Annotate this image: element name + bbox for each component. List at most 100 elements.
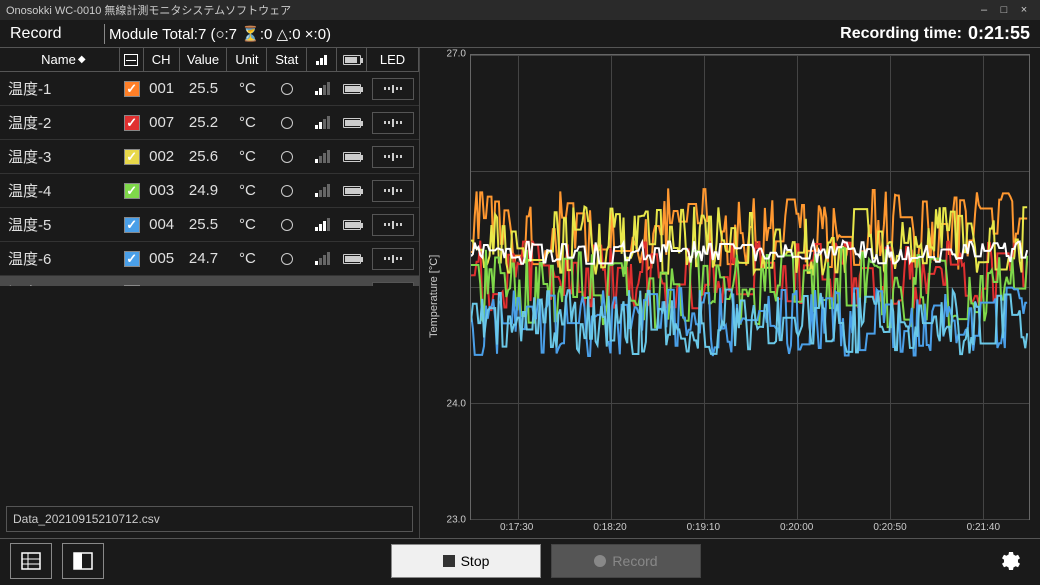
titlebar: Onosokki WC-0010 無線計測モニタシステムソフトウェア – □ ×: [0, 0, 1040, 20]
col-value[interactable]: Value: [180, 48, 228, 71]
waveform-icon: [124, 54, 138, 66]
maximize-button[interactable]: □: [994, 4, 1014, 16]
window-title: Onosokki WC-0010 無線計測モニタシステムソフトウェア: [6, 2, 974, 18]
minimize-button[interactable]: –: [974, 4, 994, 16]
row-ch: 007: [144, 106, 180, 139]
filename: Data_20210915210712.csv: [13, 512, 160, 526]
layout-split-button[interactable]: [62, 543, 104, 579]
recording-time-label: Recording time:: [840, 25, 962, 43]
bottom-toolbar: Stop Record: [0, 538, 1040, 582]
row-value: 24.7: [180, 242, 228, 275]
row-checkbox[interactable]: ✓: [120, 242, 144, 275]
chart-plot[interactable]: 23.024.027.0: [470, 54, 1030, 520]
row-checkbox[interactable]: ✓: [120, 276, 144, 286]
row-checkbox[interactable]: ✓: [120, 208, 144, 241]
table-header: Name◆ CH Value Unit Stat LED: [0, 48, 419, 72]
row-signal: [307, 106, 337, 139]
row-checkbox[interactable]: ✓: [120, 140, 144, 173]
table-body: 温度-1✓00125.5°C温度-2✓00725.2°C温度-3✓00225.6…: [0, 72, 419, 286]
row-stat: [267, 174, 307, 207]
row-value: 25.6: [180, 140, 228, 173]
row-name: 温度-4: [0, 174, 120, 207]
row-battery: [337, 106, 367, 139]
settings-button[interactable]: [988, 543, 1030, 579]
row-value: 24.9: [180, 174, 228, 207]
layout-list-button[interactable]: [10, 543, 52, 579]
recording-time-value: 0:21:55: [968, 23, 1030, 44]
row-ch: 003: [144, 174, 180, 207]
row-checkbox[interactable]: ✓: [120, 72, 144, 105]
table-row[interactable]: 温度-5✓00425.5°C: [0, 208, 419, 242]
row-battery: [337, 72, 367, 105]
row-battery: [337, 174, 367, 207]
row-unit: °C: [227, 208, 267, 241]
table-row[interactable]: 温度-3✓00225.6°C: [0, 140, 419, 174]
table-row[interactable]: 温度-6✓00524.7°C: [0, 242, 419, 276]
row-led-button[interactable]: [367, 276, 419, 286]
col-name[interactable]: Name◆: [0, 48, 120, 71]
table-row[interactable]: 温度-1✓00125.5°C: [0, 72, 419, 106]
row-unit: °C: [227, 174, 267, 207]
row-ch: 002: [144, 140, 180, 173]
row-signal: [307, 72, 337, 105]
filename-box[interactable]: Data_20210915210712.csv: [6, 506, 413, 532]
gear-icon: [997, 549, 1021, 573]
row-signal: [307, 208, 337, 241]
row-signal: [307, 242, 337, 275]
sort-icon: ◆: [78, 54, 86, 65]
row-led-button[interactable]: [367, 242, 419, 275]
row-name: 温度-2: [0, 106, 120, 139]
top-toolbar: Record Module Total:7 (○:7 ⏳:0 △:0 ×:0) …: [0, 20, 1040, 48]
row-led-button[interactable]: [367, 106, 419, 139]
list-icon: [19, 549, 43, 573]
record-button: Record: [551, 544, 701, 578]
row-value: 24.7: [180, 276, 228, 286]
col-battery[interactable]: [337, 48, 367, 71]
stop-button[interactable]: Stop: [391, 544, 541, 578]
row-battery: [337, 140, 367, 173]
row-battery: [337, 208, 367, 241]
table-row[interactable]: 温度-7✓00624.7°C: [0, 276, 419, 286]
signal-icon: [316, 55, 327, 65]
row-unit: °C: [227, 276, 267, 286]
row-signal: [307, 140, 337, 173]
row-unit: °C: [227, 242, 267, 275]
row-stat: [267, 208, 307, 241]
row-name: 温度-3: [0, 140, 120, 173]
col-ch[interactable]: CH: [144, 48, 180, 71]
close-button[interactable]: ×: [1014, 4, 1034, 16]
module-total: Module Total:7 (○:7 ⏳:0 △:0 ×:0): [109, 25, 331, 43]
left-panel: Name◆ CH Value Unit Stat LED 温度-1✓00125.…: [0, 48, 420, 538]
col-stat[interactable]: Stat: [267, 48, 307, 71]
record-heading: Record: [10, 25, 100, 43]
row-led-button[interactable]: [367, 174, 419, 207]
row-ch: 005: [144, 242, 180, 275]
col-unit[interactable]: Unit: [227, 48, 267, 71]
row-unit: °C: [227, 72, 267, 105]
row-led-button[interactable]: [367, 208, 419, 241]
col-signal[interactable]: [307, 48, 337, 71]
row-name: 温度-5: [0, 208, 120, 241]
chart-panel: Temperature [°C] 23.024.027.0 0:17:300:1…: [420, 48, 1040, 538]
split-icon: [71, 549, 95, 573]
row-checkbox[interactable]: ✓: [120, 106, 144, 139]
row-battery: [337, 276, 367, 286]
row-battery: [337, 242, 367, 275]
row-led-button[interactable]: [367, 140, 419, 173]
chart-xaxis: 0:17:300:18:200:19:100:20:000:20:500:21:…: [470, 520, 1030, 538]
chart-ylabel: Temperature [°C]: [426, 54, 442, 538]
row-stat: [267, 106, 307, 139]
stop-icon: [443, 555, 455, 567]
col-led[interactable]: LED: [367, 48, 419, 71]
row-value: 25.5: [180, 72, 228, 105]
row-name: 温度-7: [0, 276, 120, 286]
col-waveform[interactable]: [120, 48, 144, 71]
table-row[interactable]: 温度-2✓00725.2°C: [0, 106, 419, 140]
row-checkbox[interactable]: ✓: [120, 174, 144, 207]
row-led-button[interactable]: [367, 72, 419, 105]
battery-icon: [343, 55, 361, 65]
row-signal: [307, 174, 337, 207]
row-signal: [307, 276, 337, 286]
divider: [104, 24, 105, 44]
table-row[interactable]: 温度-4✓00324.9°C: [0, 174, 419, 208]
